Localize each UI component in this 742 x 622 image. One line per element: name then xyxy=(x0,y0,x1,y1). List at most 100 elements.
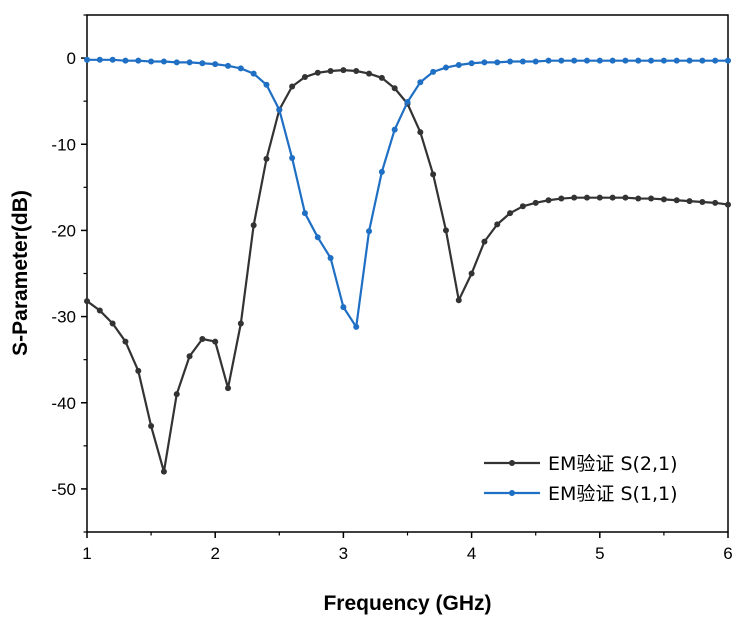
data-point xyxy=(699,198,706,205)
data-point xyxy=(442,227,449,234)
x-tick-label: 6 xyxy=(723,544,732,563)
data-point xyxy=(507,58,514,65)
data-point xyxy=(378,168,385,175)
y-tick-label: -40 xyxy=(51,394,76,413)
data-point xyxy=(673,57,680,64)
legend-item: EM验证 S(2,1) xyxy=(484,453,678,475)
data-point xyxy=(609,194,616,201)
data-point xyxy=(199,60,206,67)
data-point xyxy=(660,196,667,203)
data-point xyxy=(250,222,257,229)
data-point xyxy=(596,194,603,201)
data-point xyxy=(212,61,219,68)
data-point xyxy=(596,57,603,64)
data-point xyxy=(263,155,270,162)
data-point xyxy=(276,106,283,113)
data-point xyxy=(160,58,167,65)
data-point xyxy=(430,68,437,75)
data-point xyxy=(699,57,706,64)
data-point xyxy=(583,194,590,201)
x-axis-title: Frequency (GHz) xyxy=(323,592,491,615)
x-tick-label: 2 xyxy=(210,544,219,563)
data-point xyxy=(109,56,116,63)
data-point xyxy=(250,70,257,77)
data-point xyxy=(199,335,206,342)
data-point xyxy=(660,57,667,64)
data-point xyxy=(225,385,232,392)
legend-marker xyxy=(509,460,515,466)
data-point xyxy=(301,74,308,81)
data-point xyxy=(404,99,411,106)
data-point xyxy=(417,79,424,86)
data-point xyxy=(109,320,116,327)
data-point xyxy=(84,56,90,63)
data-point xyxy=(648,195,655,202)
data-point xyxy=(622,194,629,201)
data-point xyxy=(673,197,680,204)
data-point xyxy=(494,221,501,228)
data-point xyxy=(558,57,565,64)
data-point xyxy=(366,70,373,77)
data-point xyxy=(289,83,296,90)
data-point xyxy=(519,203,526,210)
data-point xyxy=(237,320,244,327)
data-point xyxy=(725,57,731,64)
data-point xyxy=(160,468,167,475)
data-point xyxy=(314,234,321,241)
legend-label: EM验证 S(2,1) xyxy=(548,453,678,475)
data-point xyxy=(391,126,398,133)
data-point xyxy=(545,57,552,64)
data-point xyxy=(148,58,155,65)
data-point xyxy=(122,57,129,64)
data-point xyxy=(686,198,693,205)
data-point xyxy=(468,60,475,67)
data-point xyxy=(135,57,142,64)
data-point xyxy=(635,57,642,64)
data-point xyxy=(237,65,244,72)
data-point xyxy=(442,64,449,71)
data-point xyxy=(558,195,565,202)
data-point xyxy=(712,57,719,64)
data-point xyxy=(225,62,232,69)
data-point xyxy=(635,195,642,202)
data-point xyxy=(455,297,462,304)
data-point xyxy=(571,57,578,64)
x-tick-label: 3 xyxy=(339,544,348,563)
data-point xyxy=(481,59,488,66)
data-point xyxy=(327,254,334,261)
legend-marker xyxy=(509,490,515,496)
y-tick-label: -20 xyxy=(51,221,76,240)
data-point xyxy=(186,353,193,360)
data-point xyxy=(455,61,462,68)
data-point xyxy=(340,67,347,74)
data-point xyxy=(84,298,90,305)
data-point xyxy=(417,129,424,136)
y-tick-label: -30 xyxy=(51,308,76,327)
data-point xyxy=(430,171,437,178)
data-point xyxy=(186,59,193,66)
data-point xyxy=(571,194,578,201)
legend-item: EM验证 S(1,1) xyxy=(484,483,678,505)
x-tick-label: 1 xyxy=(82,544,91,563)
data-point xyxy=(712,199,719,206)
data-point xyxy=(148,423,155,430)
axis-ticks xyxy=(81,14,729,538)
data-point xyxy=(314,69,321,76)
data-point xyxy=(327,68,334,75)
data-point xyxy=(622,57,629,64)
data-point xyxy=(289,155,296,162)
y-tick-label: 0 xyxy=(67,49,76,68)
data-point xyxy=(173,59,180,66)
axis-tick-labels: 1 2 3 4 5 6 0 -10 -20 -30 -40 -50 xyxy=(51,49,732,563)
legend: EM验证 S(2,1) EM验证 S(1,1) xyxy=(484,453,678,505)
x-tick-label: 4 xyxy=(467,544,476,563)
data-point xyxy=(532,199,539,206)
data-point xyxy=(532,58,539,65)
y-axis-title: S-Parameter(dB) xyxy=(9,190,32,356)
data-point xyxy=(391,85,398,92)
series-2 xyxy=(84,56,731,330)
data-point xyxy=(481,238,488,245)
data-point xyxy=(96,307,103,314)
y-tick-label: -10 xyxy=(51,135,76,154)
